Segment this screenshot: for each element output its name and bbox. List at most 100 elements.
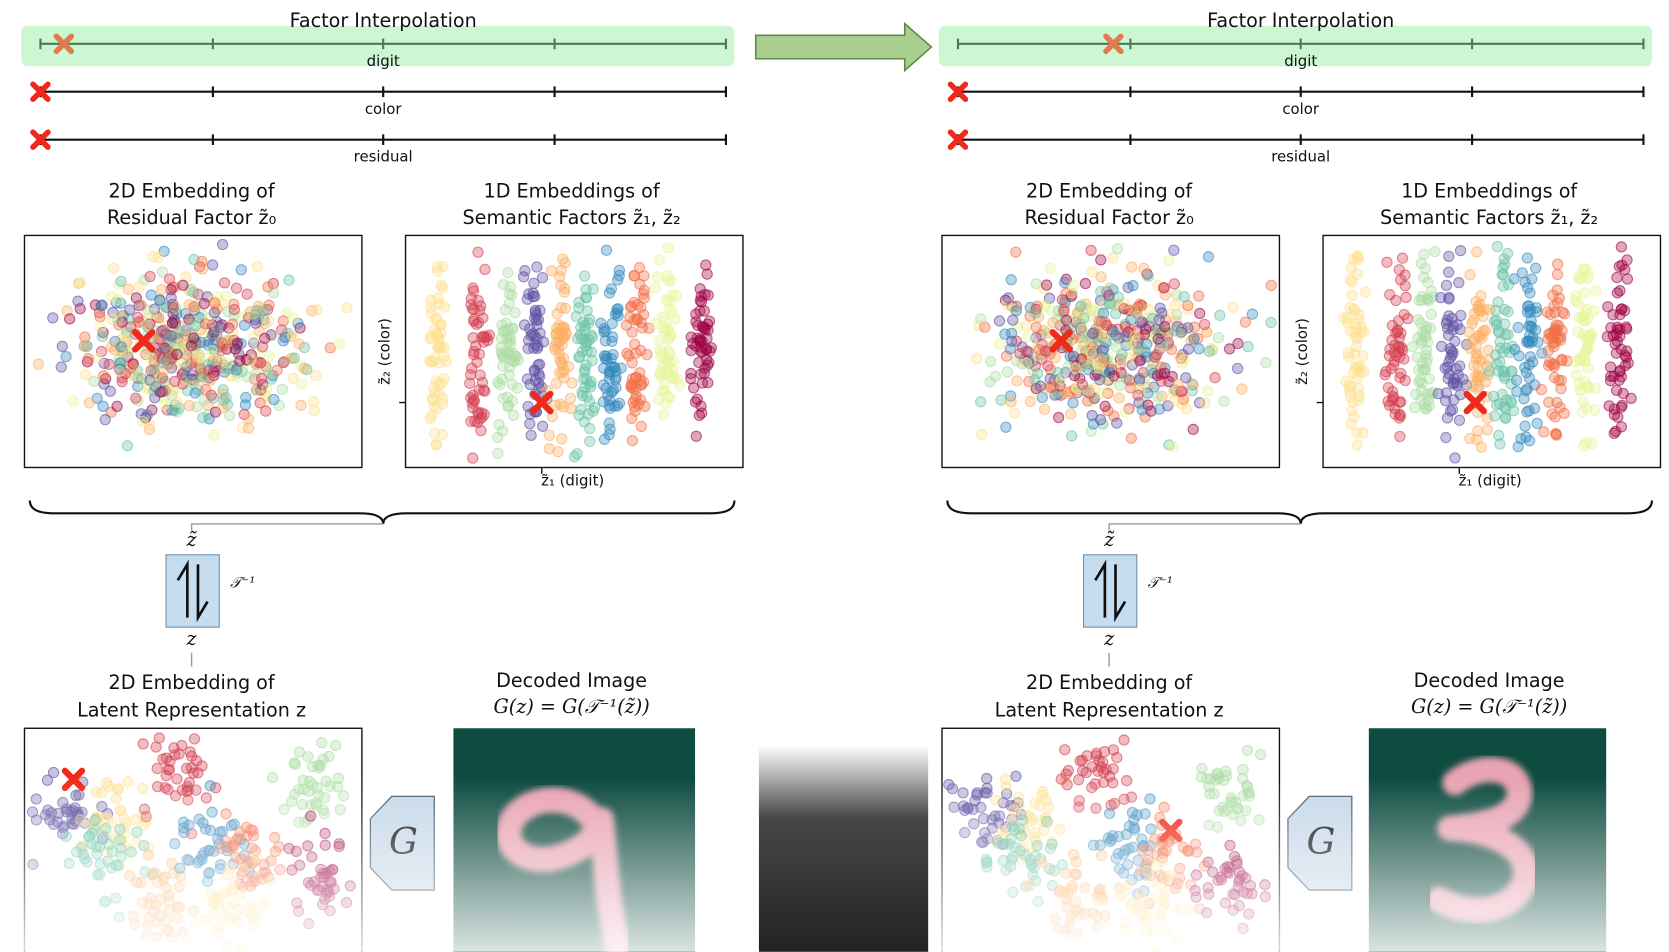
scatter-dot [598,350,611,362]
scatter-dot [276,383,288,396]
scatter-dot [1490,304,1502,317]
scatter-dot [1065,408,1077,420]
section-title: Residual Factor z̃₀ [1024,206,1194,229]
scatter-dot [464,377,476,389]
scatter-dot [1077,359,1090,371]
scatter-dot [158,399,170,411]
scatter-dot [574,350,586,363]
scatter-dot [1502,306,1514,318]
scatter-dot [221,357,234,369]
scatter-dot [472,295,484,307]
scatter-dot [1265,279,1277,292]
scatter-dot [471,416,484,429]
scatter-dot [293,746,306,758]
scatter-dot [696,377,709,389]
scatter-dot [613,397,626,409]
scatter-dot [657,409,670,421]
scatter-dot [226,318,239,330]
scatter-dot [1102,387,1114,399]
scatter-dot [669,313,681,325]
scatter-dot [993,338,1005,350]
scatter-dot [1030,321,1042,333]
scatter-dot [1188,333,1200,345]
scatter-dot [1255,748,1267,761]
section-title: 1D Embeddings of [484,179,661,202]
section-title: Latent Representation z [995,699,1224,722]
scatter-dot [497,360,509,372]
scatter-dot [578,416,590,428]
scatter-dot [551,308,563,320]
flow-bottom: z [186,627,198,650]
scatter-dot [1490,399,1503,411]
scatter-dot [1352,251,1364,263]
scatter-dot [245,354,257,366]
scatter-dot [1521,306,1534,318]
scatter-dot [578,366,591,378]
scatter-dot [693,356,705,369]
scatter-dot [1351,332,1363,345]
scatter-dot [153,732,165,744]
scatter-dot [1625,392,1637,404]
scatter-dot [1001,366,1013,378]
scatter-dot [1220,765,1232,777]
scatter-dot [206,344,218,357]
scatter-dot [1008,407,1021,419]
scatter-dot [56,340,68,353]
scatter-dot [611,307,623,319]
scatter-dot [1174,351,1186,363]
scatter-dot [662,391,674,403]
scatter-dot [1168,244,1180,256]
scatter-dot [1418,248,1430,260]
section-title: Semantic Factors z̃₁, z̃₂ [1380,206,1598,229]
scatter-dot [83,397,96,409]
scatter-dot [1093,755,1105,767]
scatter-dot [1227,301,1239,313]
section-title: Latent Representation z [77,699,306,722]
scatter-dot [104,385,116,397]
scatter-dot [532,359,544,371]
scatter-dot [1093,315,1105,327]
section-title: 2D Embedding of [109,179,276,202]
scatter-dot [271,364,283,377]
scatter-dot [1510,374,1523,386]
dot-columns [424,242,718,464]
scatter-dot [531,261,543,273]
slider-label: digit [367,52,400,70]
scatter-dot [228,303,240,316]
scatter-dot [1589,382,1601,394]
scatter-dot [694,294,706,307]
scatter-dot [1039,345,1052,357]
scatter-dot [190,320,202,332]
scatter-dot [1440,279,1453,292]
scatter-dot [1394,372,1406,384]
scatter-dot [1616,303,1628,315]
scatter-dot [1524,351,1537,363]
scatter-dot [230,282,243,294]
scatter-dot [1076,323,1088,335]
scatter-dot [1125,432,1137,444]
scatter-dot [214,321,227,333]
scatter-dot [1045,262,1057,274]
scatter-dot [216,238,229,251]
scatter-dot [530,309,542,321]
scatter-dot [493,418,505,431]
scatter-dot [1551,268,1564,281]
scatter-dot [97,400,109,412]
scatter-dot [576,386,588,398]
scatter-dot [555,327,567,340]
scatter-dot [55,361,67,373]
scatter-dot [1218,395,1230,408]
scatter-dot [638,284,650,296]
scatter-dot [188,332,200,344]
scatter-dot [1483,365,1495,377]
scatter-dot [431,265,444,277]
scatter-dot [497,278,510,291]
scatter-dot [162,358,174,370]
scatter-dot [664,347,676,359]
cross-marker [53,33,75,55]
scatter-dot [1621,323,1633,335]
scatter-dot [1202,251,1215,263]
scatter-dot [668,373,680,385]
scatter-dot [323,750,335,763]
